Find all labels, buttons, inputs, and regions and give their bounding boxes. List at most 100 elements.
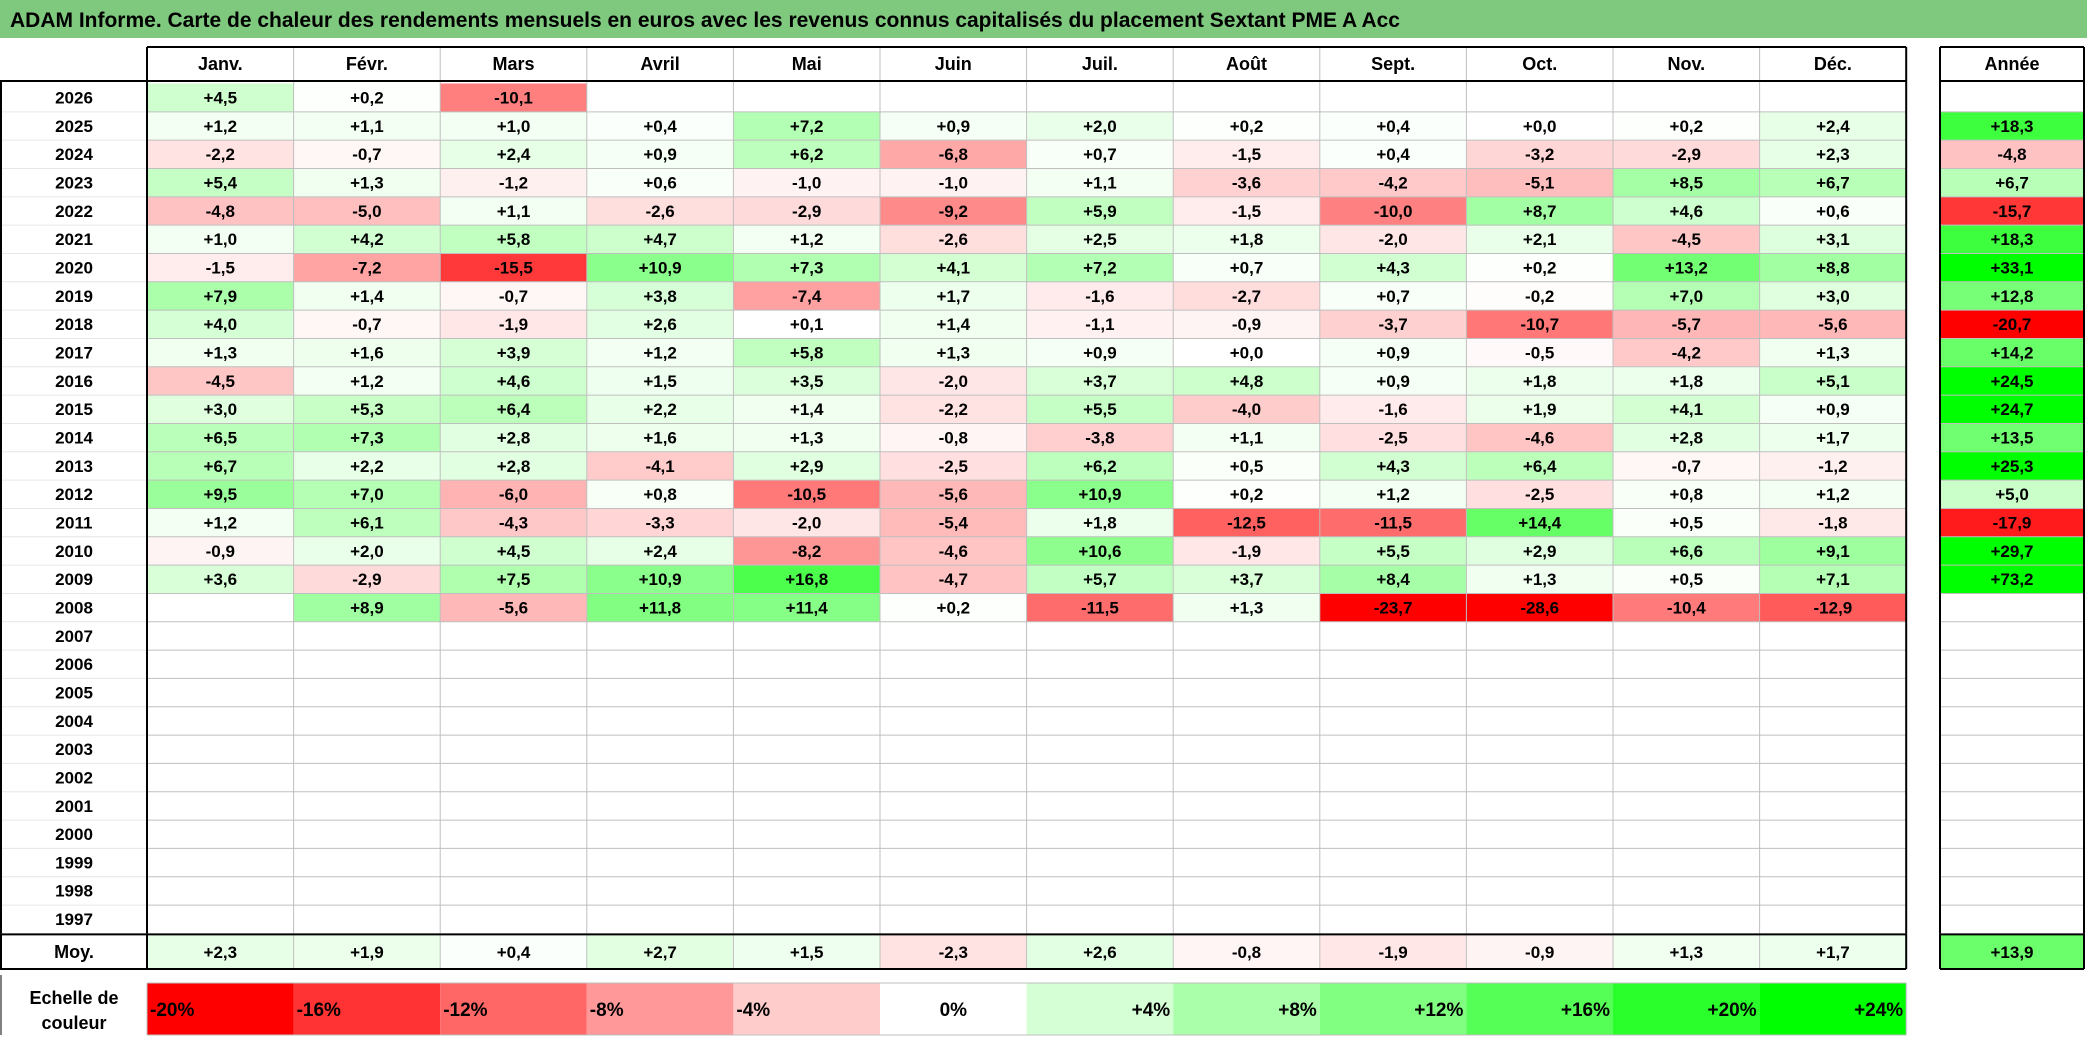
cell-value: +8,4 — [1376, 570, 1410, 589]
heatmap-cell — [586, 621, 734, 651]
heatmap-cell — [1173, 735, 1320, 764]
cell-value: -4,8 — [206, 202, 235, 221]
heatmap-cell — [586, 338, 734, 367]
cell-value: +0,0 — [1523, 117, 1557, 136]
year-label: 2020 — [55, 258, 93, 277]
annual-cell — [1940, 565, 2084, 594]
heatmap-cell — [880, 565, 1027, 594]
heatmap-cell — [440, 310, 587, 339]
average-value: -0,9 — [1525, 943, 1554, 962]
annual-value: -20,7 — [1993, 315, 2032, 334]
heatmap-cell — [880, 140, 1027, 169]
cell-value: +2,3 — [1816, 145, 1850, 164]
cell-value: +1,6 — [643, 428, 677, 447]
year-label: 1997 — [55, 910, 93, 929]
heatmap-cell — [1319, 678, 1467, 707]
cell-value: +2,1 — [1523, 230, 1557, 249]
heatmap-cell — [440, 225, 587, 254]
annual-value: -17,9 — [1993, 513, 2032, 532]
heatmap-cell — [293, 83, 441, 112]
cell-value: +1,2 — [1816, 485, 1850, 504]
cell-value: +1,8 — [1083, 513, 1117, 532]
heatmap-cell — [1759, 905, 1907, 934]
heatmap-cell — [1319, 905, 1467, 934]
heatmap-cell — [147, 395, 294, 424]
heatmap-cell — [586, 508, 734, 537]
cell-value: +0,1 — [790, 315, 824, 334]
heatmap-cell — [147, 83, 294, 112]
heatmap-cell — [1026, 706, 1174, 736]
month-header: Janv. — [198, 54, 243, 74]
cell-value: +3,5 — [790, 372, 824, 391]
annual-value: +33,1 — [1990, 258, 2033, 277]
heatmap-cell — [1173, 338, 1320, 367]
cell-value: +5,8 — [497, 230, 531, 249]
cell-value: +10,9 — [639, 570, 682, 589]
heatmap-cell — [1173, 281, 1320, 311]
heatmap-cell — [1026, 451, 1174, 481]
month-header: Déc. — [1814, 54, 1852, 74]
heatmap-cell — [440, 140, 587, 169]
cell-value: +3,0 — [204, 400, 238, 419]
heatmap-cell — [147, 423, 294, 452]
cell-value: -3,8 — [1085, 428, 1114, 447]
heatmap-cell — [733, 480, 880, 509]
heatmap-cell — [1319, 791, 1467, 821]
heatmap-cell — [147, 196, 294, 226]
scale-swatch — [440, 983, 587, 1035]
cell-value: +7,3 — [350, 428, 384, 447]
annual-value: +6,7 — [1995, 173, 2029, 192]
heatmap-cell — [1759, 451, 1907, 481]
heatmap-cell — [147, 168, 294, 197]
scale-label-value: -8% — [590, 1000, 624, 1021]
heatmap-cell — [1173, 168, 1320, 197]
heatmap-cell — [293, 310, 441, 339]
cell-value: +1,7 — [1816, 428, 1850, 447]
heatmap-cell — [1759, 253, 1907, 282]
heatmap-cell — [733, 225, 880, 254]
heatmap-cell — [293, 876, 441, 906]
average-value: +0,4 — [497, 943, 531, 962]
cell-value: -2,7 — [1232, 287, 1261, 306]
cell-value: -4,2 — [1378, 173, 1407, 192]
cell-value: +5,3 — [350, 400, 384, 419]
cell-value: -0,7 — [352, 145, 381, 164]
average-cell — [733, 935, 880, 969]
annual-cell — [1940, 763, 2084, 792]
annual-cell — [1940, 140, 2084, 169]
heatmap-cell — [880, 905, 1027, 934]
heatmap-cell — [1466, 281, 1613, 311]
heatmap-cell — [733, 791, 880, 821]
cell-value: +4,2 — [350, 230, 384, 249]
year-label: 2010 — [55, 542, 93, 561]
heatmap-cell — [1759, 225, 1907, 254]
heatmap-cell — [1613, 905, 1760, 934]
heatmap-cell — [586, 706, 734, 736]
heatmap-cell — [1319, 820, 1467, 849]
annual-cell — [1940, 281, 2084, 311]
heatmap-cell — [440, 111, 587, 141]
heatmap-cell — [733, 395, 880, 424]
heatmap-cell — [1026, 366, 1174, 396]
heatmap-cell — [1613, 366, 1760, 396]
heatmap-cell — [1759, 281, 1907, 311]
year-label: 2023 — [55, 173, 93, 192]
heatmap-cell — [147, 650, 294, 679]
cell-value: +1,2 — [204, 117, 238, 136]
heatmap-cell — [293, 338, 441, 367]
heatmap-cell — [147, 565, 294, 594]
heatmap-cell — [1319, 508, 1467, 537]
heatmap-cell — [586, 565, 734, 594]
heatmap-cell — [147, 621, 294, 651]
heatmap-cell — [1319, 395, 1467, 424]
annual-cell — [1940, 338, 2084, 367]
heatmap-cell — [586, 281, 734, 311]
heatmap-cell — [733, 905, 880, 934]
heatmap-cell — [1759, 366, 1907, 396]
heatmap-cell — [1466, 310, 1613, 339]
heatmap-cell — [440, 650, 587, 679]
heatmap-cell — [440, 593, 587, 622]
heatmap-cell — [1759, 196, 1907, 226]
cell-value: +0,9 — [1083, 343, 1117, 362]
heatmap-cell — [880, 451, 1027, 481]
